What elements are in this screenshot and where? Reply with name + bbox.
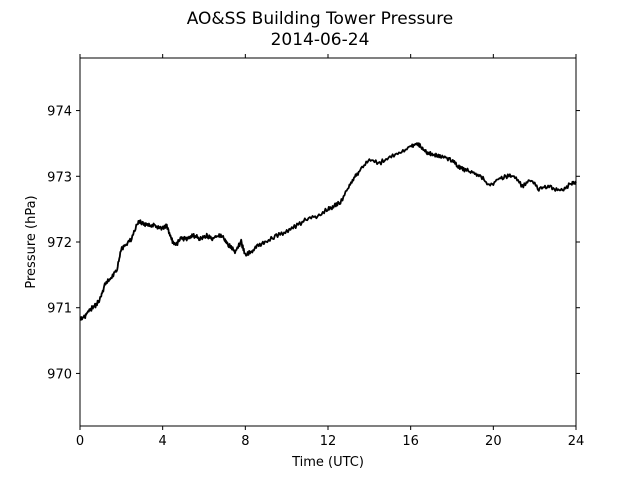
x-tick-label: 16 [402, 434, 419, 449]
x-tick-label: 24 [568, 434, 585, 449]
chart-subtitle: 2014-06-24 [271, 30, 370, 50]
y-tick-label: 973 [47, 170, 72, 185]
chart-title: AO&SS Building Tower Pressure [187, 9, 454, 29]
y-tick-label: 970 [47, 367, 72, 382]
y-axis: 970 971 972 973 974 [47, 105, 580, 382]
x-axis-label: Time (UTC) [291, 455, 364, 470]
x-tick-label: 8 [241, 434, 249, 449]
x-tick-label: 0 [76, 434, 84, 449]
y-tick-label: 971 [47, 302, 72, 317]
x-tick-label: 20 [485, 434, 502, 449]
y-axis-label: Pressure (hPa) [24, 195, 39, 288]
x-axis: 0 4 8 12 16 20 24 [76, 54, 584, 449]
pressure-series-line [79, 142, 577, 321]
y-tick-label: 972 [47, 236, 72, 251]
x-tick-label: 4 [159, 434, 167, 449]
x-tick-label: 12 [320, 434, 337, 449]
y-tick-label: 974 [47, 105, 72, 120]
plot-frame [79, 57, 577, 427]
